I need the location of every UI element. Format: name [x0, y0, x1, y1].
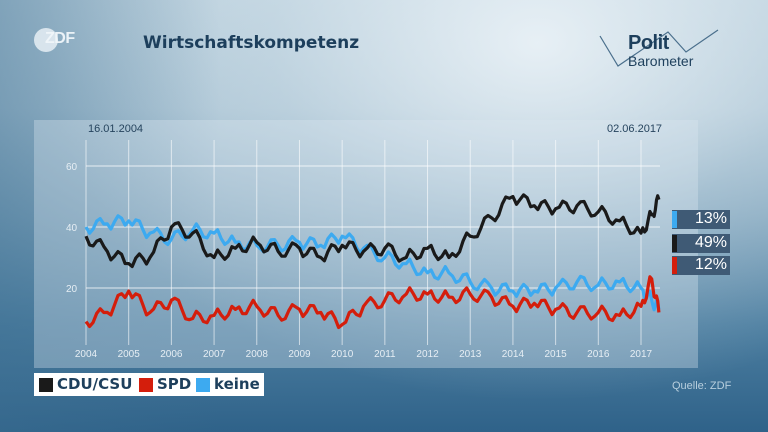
zdf-logo-text: ZDF	[45, 30, 75, 47]
y-tick-label: 20	[66, 284, 78, 295]
end-badge-value: 12%	[694, 256, 727, 273]
date-end-label: 02.06.2017	[607, 123, 663, 135]
x-tick-label: 2014	[502, 349, 525, 360]
cdu-csu-color-bar	[672, 235, 677, 252]
keine-color-bar	[672, 211, 677, 228]
x-tick-label: 2011	[374, 349, 396, 360]
x-tick-label: 2007	[203, 349, 226, 360]
chart-panel	[34, 120, 698, 368]
zdf-logo: ZDF	[34, 28, 94, 52]
zdf-logo-circle-icon	[34, 28, 58, 52]
x-tick-label: 2017	[630, 349, 653, 360]
x-tick-label: 2004	[75, 349, 98, 360]
date-start-label: 16.01.2004	[88, 123, 144, 135]
x-tick-label: 2015	[544, 349, 567, 360]
legend-label: SPD	[157, 375, 192, 393]
background-shade	[0, 0, 220, 432]
end-badge-value: 13%	[694, 210, 727, 227]
politbarometer-logo: Polit Barometer	[598, 26, 722, 70]
x-tick-label: 2009	[288, 349, 311, 360]
x-axis-labels: 2004 2005 2006 2007 2008 2009 2010 2011 2012 2013…	[75, 349, 653, 360]
chart-grid	[85, 140, 660, 345]
legend-label: keine	[214, 375, 260, 393]
legend-swatch	[196, 378, 210, 392]
politbarometer-logo-line1: Polit	[628, 32, 669, 54]
x-tick-label: 2016	[587, 349, 610, 360]
chart-title: Wirtschaftskompetenz	[143, 33, 360, 53]
legend-swatch	[39, 378, 53, 392]
spd-color-bar	[672, 257, 677, 274]
x-tick-label: 2013	[459, 349, 482, 360]
end-badge-keine: 13%	[672, 210, 730, 229]
zigzag-icon	[599, 29, 719, 67]
legend-label: CDU/CSU	[57, 375, 133, 393]
x-tick-label: 2005	[118, 349, 141, 360]
y-axis-labels: 20 40 60	[66, 162, 78, 295]
y-tick-label: 40	[66, 223, 78, 234]
legend-swatch	[139, 378, 153, 392]
politbarometer-logo-line2: Barometer	[628, 53, 694, 69]
end-badge-spd: 12%	[672, 256, 730, 275]
series-line-spd	[84, 275, 661, 330]
x-tick-label: 2010	[331, 349, 354, 360]
chart-series-lines	[84, 193, 661, 330]
end-badge-cdu-csu: 49%	[672, 234, 730, 253]
x-tick-label: 2006	[160, 349, 183, 360]
x-tick-label: 2012	[416, 349, 439, 360]
end-badge-value: 49%	[694, 234, 727, 251]
chart-legend: CDU/CSU SPD keine	[34, 373, 264, 396]
source-label: Quelle: ZDF	[672, 380, 732, 392]
x-tick-label: 2008	[246, 349, 269, 360]
series-line-cdu-csu	[84, 193, 661, 269]
series-line-keine	[84, 214, 661, 312]
y-tick-label: 60	[66, 162, 78, 173]
